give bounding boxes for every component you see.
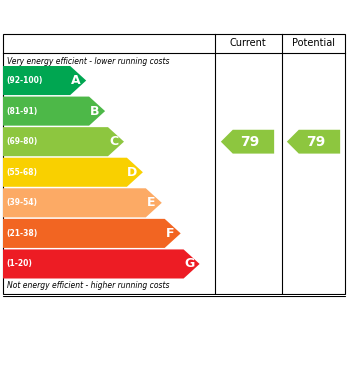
Text: A: A [71,74,81,87]
Text: F: F [166,227,175,240]
Text: (39-54): (39-54) [6,198,37,207]
Polygon shape [221,130,274,154]
Text: (55-68): (55-68) [6,168,37,177]
Text: G: G [184,257,194,271]
Text: (81-91): (81-91) [6,107,37,116]
Polygon shape [3,188,162,217]
Text: 79: 79 [307,135,326,149]
Text: Current: Current [229,38,266,48]
Text: Potential: Potential [292,38,335,48]
Text: 79: 79 [240,135,260,149]
Text: E: E [147,196,156,209]
Text: D: D [127,166,137,179]
Polygon shape [3,249,200,278]
Text: B: B [90,105,100,118]
Text: Very energy efficient - lower running costs: Very energy efficient - lower running co… [7,57,169,66]
Text: (21-38): (21-38) [6,229,37,238]
Polygon shape [3,127,124,156]
Polygon shape [3,97,105,126]
Polygon shape [3,158,143,187]
Polygon shape [287,130,340,154]
Polygon shape [3,66,86,95]
Text: Energy Efficiency Rating: Energy Efficiency Rating [9,9,229,23]
Text: (92-100): (92-100) [6,76,42,85]
Bar [303,0,339,161]
Text: (69-80): (69-80) [6,137,37,146]
Polygon shape [3,219,181,248]
Text: (1-20): (1-20) [6,260,32,269]
Text: C: C [109,135,118,148]
Text: Not energy efficient - higher running costs: Not energy efficient - higher running co… [7,281,169,290]
